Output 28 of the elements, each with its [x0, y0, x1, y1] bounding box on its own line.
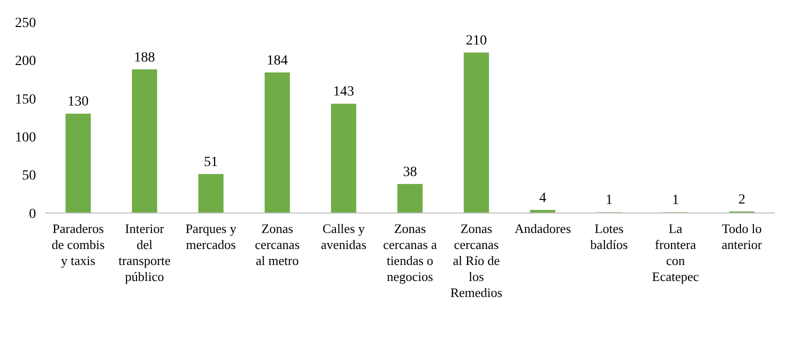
- x-tick-label: Zonas cercanas al metro: [254, 221, 300, 268]
- data-label: 184: [266, 53, 288, 68]
- data-label: 143: [333, 84, 354, 100]
- x-tick-label: Todo lo anterior: [722, 221, 763, 252]
- data-label: 51: [204, 155, 218, 170]
- x-tick-label: Andadores: [514, 221, 571, 236]
- data-label: 38: [403, 164, 417, 180]
- data-label: 1: [672, 193, 679, 208]
- data-label: 1: [606, 193, 613, 208]
- y-tick-label: 250: [15, 16, 36, 31]
- x-tick-label: Parques y mercados: [185, 221, 237, 252]
- x-tick-label: Zonas cercanas a tiendas o negocios: [383, 221, 438, 284]
- y-tick-label: 150: [15, 92, 36, 108]
- y-tick-label: 50: [22, 168, 36, 184]
- data-label: 188: [134, 50, 156, 66]
- x-tick-label: La frontera con Ecatepec: [652, 221, 700, 284]
- y-tick-label: 0: [29, 206, 36, 222]
- data-label: 210: [466, 34, 487, 49]
- y-tick-label: 100: [15, 130, 36, 146]
- data-label: 2: [738, 192, 746, 208]
- data-label: 130: [68, 94, 89, 110]
- x-tick-label: Lotes baldíos: [590, 221, 628, 252]
- x-tick-label: Paraderos de combis y taxis: [52, 221, 105, 268]
- x-tick-label: Calles y avenidas: [320, 221, 366, 252]
- data-label: 4: [539, 190, 546, 206]
- x-tick-label: Zonas cercanas al Río de los Remedios: [450, 221, 502, 300]
- x-tick-label: Interior del transporte público: [118, 221, 171, 284]
- y-tick-label: 200: [15, 54, 36, 70]
